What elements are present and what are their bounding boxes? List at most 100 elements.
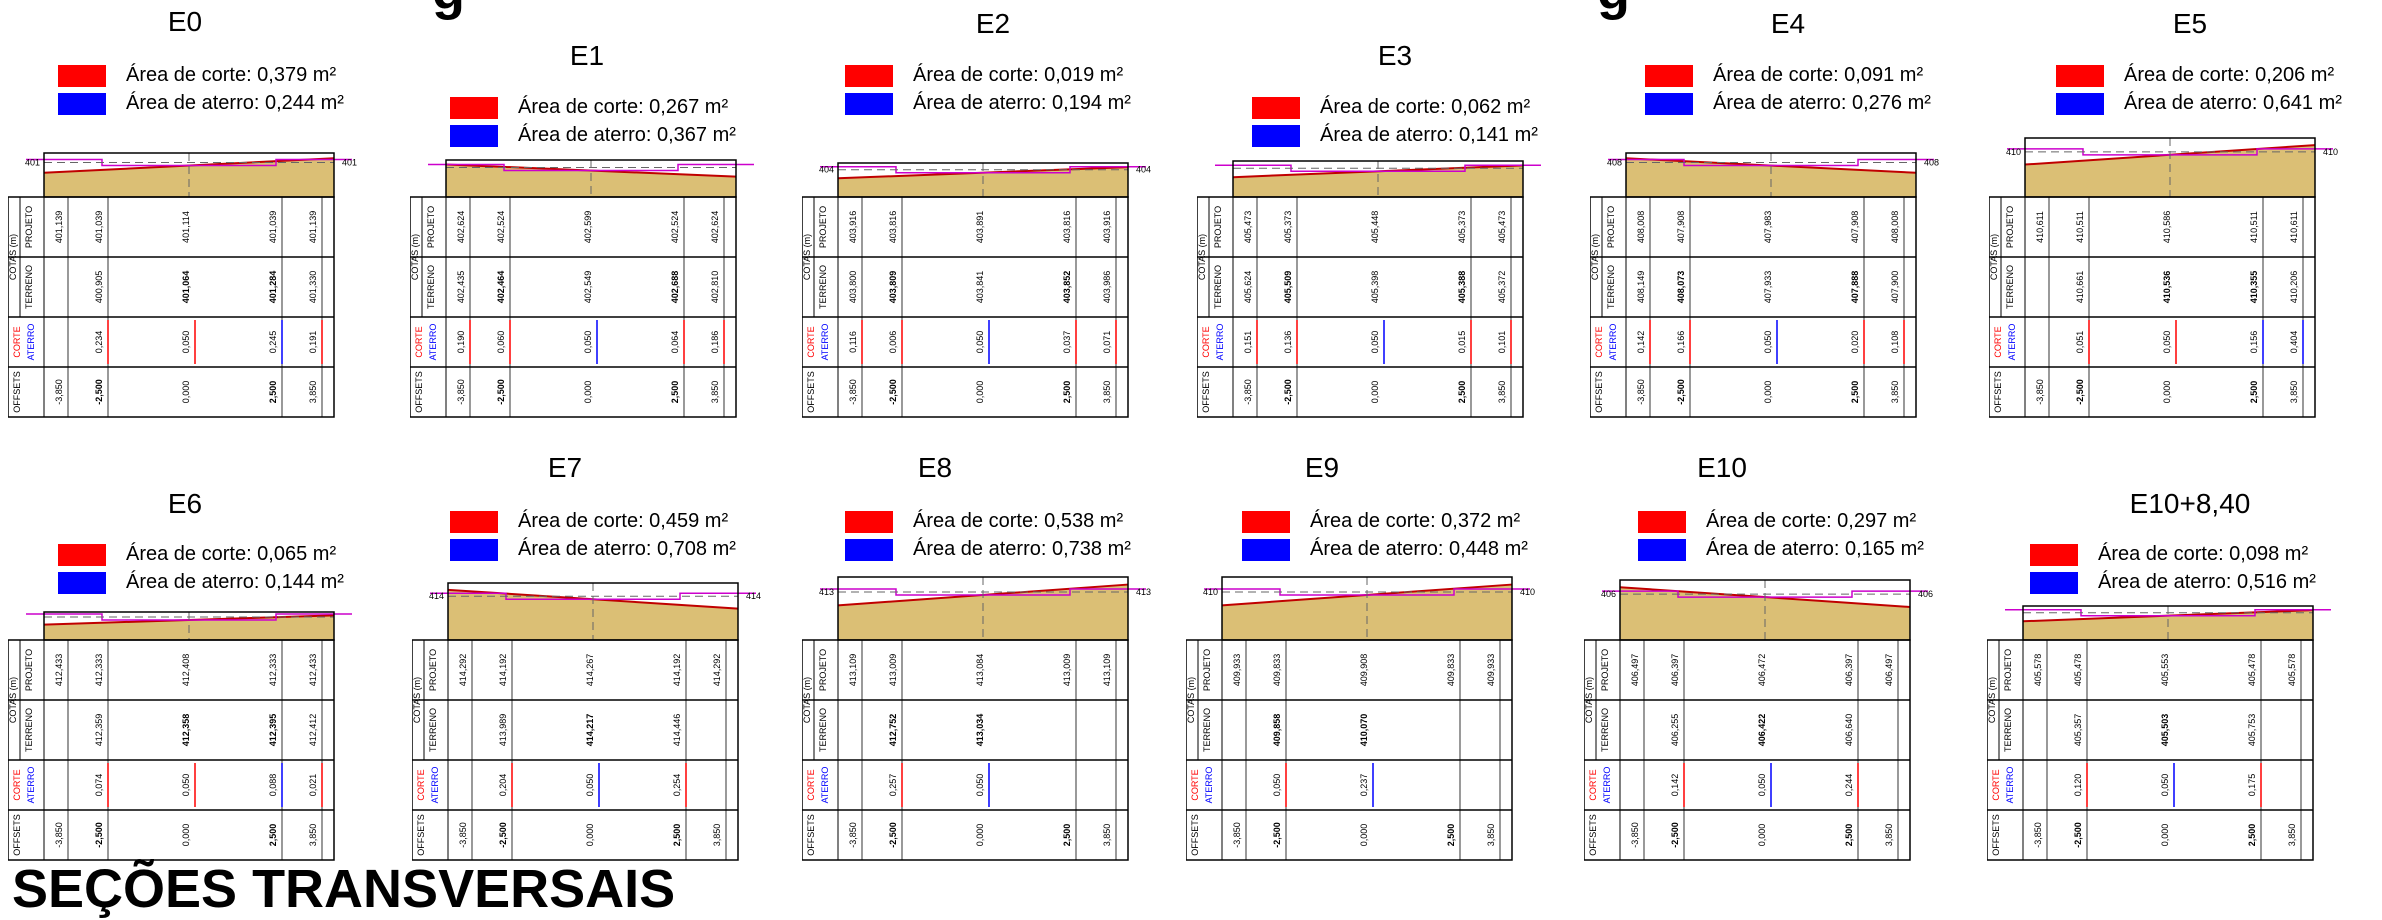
table-cell-projeto: 406,397 <box>1670 654 1680 687</box>
legend-text-aterro: Área de aterro: 0,448 m² <box>1310 538 1528 560</box>
legend-swatch-corte <box>1242 510 1290 533</box>
elevation-label-left: 406 <box>1601 589 1616 599</box>
table-cell-offset: -3,850 <box>1243 379 1253 405</box>
table-cell-terreno: 405,624 <box>1243 271 1253 304</box>
row-label-corte: CORTE <box>1190 769 1200 800</box>
table-cell-offset: -2,500 <box>94 379 104 405</box>
section-table: COTAS (m) PROJETO TERRENO CORTE ATERRO OFFSET… <box>8 196 335 418</box>
table-cell-offset: 2,500 <box>1062 381 1072 404</box>
table-cell-projeto: 413,009 <box>1062 654 1072 687</box>
row-label-corte: CORTE <box>12 326 22 357</box>
table-cell-terreno: 414,217 <box>585 714 595 747</box>
table-cell-terreno: 405,509 <box>1283 271 1293 304</box>
terrain-fill <box>1222 584 1512 640</box>
table-cell-corte: 0,006 <box>888 331 898 354</box>
table-cell-projeto: 405,373 <box>1457 211 1467 244</box>
legend-text-corte: Área de corte: 0,297 m² <box>1706 510 1917 532</box>
table-cell-offset: 3,850 <box>1497 381 1507 404</box>
table-cell-offset: 0,000 <box>1757 824 1767 847</box>
terrain-fill <box>1626 158 1916 197</box>
table-cell-terreno: 403,800 <box>848 271 858 304</box>
legend-swatch-corte <box>450 510 498 533</box>
legend-text-aterro: Área de aterro: 0,144 m² <box>126 571 344 593</box>
table-cell-corte: 0,050 <box>1370 331 1380 354</box>
row-label-terreno: TERRENO <box>428 708 438 752</box>
row-label-projeto: PROJETO <box>426 206 436 248</box>
table-cell-corte: 0,050 <box>975 331 985 354</box>
row-label-aterro: ATERRO <box>1602 767 1612 804</box>
table-cell-terreno: 403,809 <box>888 271 898 304</box>
table-cell-corte: 0,015 <box>1457 331 1467 354</box>
legend-text-corte: Área de corte: 0,459 m² <box>518 510 729 532</box>
table-cell-projeto: 403,816 <box>1062 211 1072 244</box>
table-cell-offset: 3,850 <box>712 824 722 847</box>
terrain-fill <box>838 584 1128 640</box>
section-table: COTAS (m) PROJETO TERRENO CORTE ATERRO OFFSET… <box>802 196 1129 418</box>
table-cell-terreno: 412,412 <box>308 714 318 747</box>
table-cell-corte: 0,244 <box>1844 774 1854 797</box>
section-title: E4 <box>1770 8 1806 39</box>
legend-text-corte: Área de corte: 0,206 m² <box>2124 64 2335 86</box>
table-cell-projeto: 401,139 <box>308 211 318 244</box>
row-label-corte: CORTE <box>1201 326 1211 357</box>
table-cell-offset: -3,850 <box>848 379 858 405</box>
table-cell-corte: 0,191 <box>308 331 318 354</box>
legend-swatch-corte <box>1252 96 1300 119</box>
legend-aterro: Área de aterro: 0,276 m² <box>1645 92 1931 115</box>
table-cell-projeto: 406,497 <box>1884 654 1894 687</box>
table-cell-offset: -2,500 <box>498 822 508 848</box>
table-cell-terreno: 410,355 <box>2249 271 2259 304</box>
table-cell-offset: 2,500 <box>2247 824 2257 847</box>
legend-aterro: Área de aterro: 0,448 m² <box>1242 538 1528 561</box>
table-cell-terreno: 402,464 <box>496 271 506 304</box>
table-cell-terreno: 403,986 <box>1102 271 1112 304</box>
table-cell-corte: 0,204 <box>498 774 508 797</box>
legend-text-aterro: Área de aterro: 0,367 m² <box>518 124 736 146</box>
table-cell-offset: -3,850 <box>1232 822 1242 848</box>
table-cell-terreno: 405,503 <box>2160 714 2170 747</box>
table-cell-offset: -2,500 <box>2073 822 2083 848</box>
legend-text-aterro: Área de aterro: 0,276 m² <box>1713 92 1931 114</box>
table-cell-corte: 0,237 <box>1359 774 1369 797</box>
row-label-terreno: TERRENO <box>24 708 34 752</box>
table-cell-corte: 0,050 <box>1763 331 1773 354</box>
table-frame <box>1987 639 2314 861</box>
legend-swatch-corte <box>845 510 893 533</box>
table-cell-offset: -3,850 <box>848 822 858 848</box>
row-label-terreno: TERRENO <box>1606 265 1616 309</box>
table-cell-terreno: 402,435 <box>456 271 466 304</box>
legend-text-corte: Área de corte: 0,091 m² <box>1713 64 1924 86</box>
legend-swatch-aterro <box>845 538 893 561</box>
table-cell-corte: 0,050 <box>1757 774 1767 797</box>
legend-text-corte: Área de corte: 0,379 m² <box>126 64 337 86</box>
legend-swatch-corte <box>2030 543 2078 566</box>
table-cell-offset: 0,000 <box>1370 381 1380 404</box>
section-profile: 413 413 <box>819 576 1151 641</box>
section-title: E5 <box>2172 8 2208 39</box>
table-cell-offset: -2,500 <box>2075 379 2085 405</box>
row-label-terreno: TERRENO <box>2003 708 2013 752</box>
legend-corte: Área de corte: 0,538 m² <box>845 510 1123 533</box>
table-cell-corte: 0,156 <box>2249 331 2259 354</box>
row-label-offsets: OFFSETS <box>414 371 424 413</box>
table-cell-corte: 0,245 <box>268 331 278 354</box>
table-cell-terreno: 406,255 <box>1670 714 1680 747</box>
row-label-offsets: OFFSETS <box>1993 371 2003 413</box>
row-label-offsets: OFFSETS <box>806 371 816 413</box>
table-cell-offset: 3,850 <box>1102 824 1112 847</box>
row-label-aterro: ATERRO <box>820 767 830 804</box>
table-cell-terreno: 412,358 <box>181 714 191 747</box>
row-label-projeto: PROJETO <box>818 649 828 691</box>
table-cell-terreno: 408,073 <box>1676 271 1686 304</box>
row-label-aterro: ATERRO <box>26 324 36 361</box>
legend-text-aterro: Área de aterro: 0,708 m² <box>518 538 736 560</box>
legend-swatch-aterro <box>450 124 498 147</box>
section-profile: 406 406 <box>1601 579 1933 641</box>
row-label-cotas: COTAS (m) <box>412 677 422 723</box>
table-frame <box>802 196 1129 418</box>
legend-corte: Área de corte: 0,062 m² <box>1252 96 1530 119</box>
page-title-fragment-left: g <box>432 0 465 22</box>
table-cell-offset: -2,500 <box>888 379 898 405</box>
legend-aterro: Área de aterro: 0,165 m² <box>1638 538 1924 561</box>
legend-swatch-aterro <box>450 538 498 561</box>
